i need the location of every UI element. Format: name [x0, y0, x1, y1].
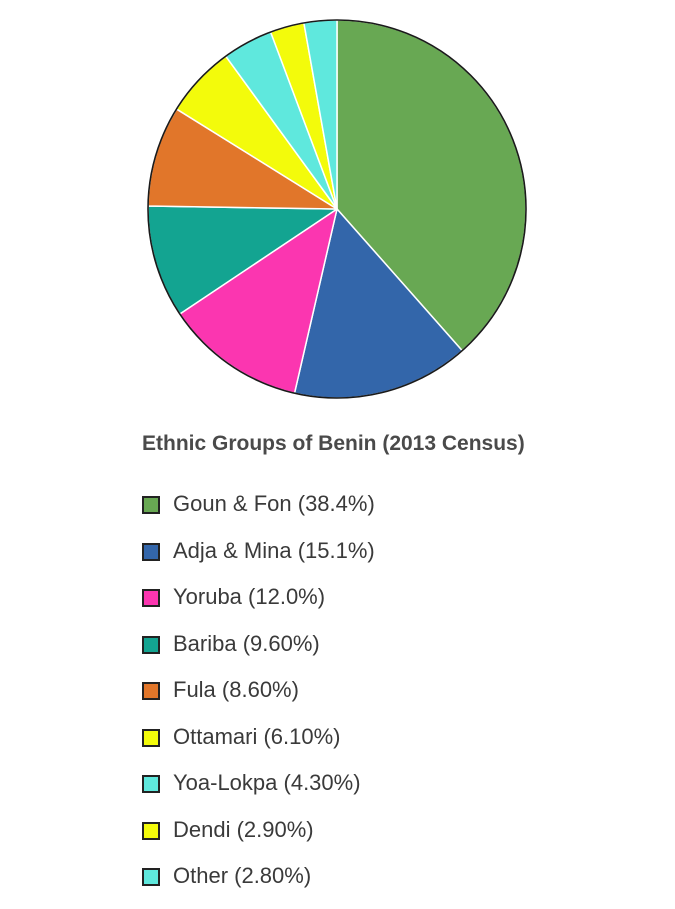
legend-label: Ottamari (6.10%) — [173, 723, 341, 749]
legend-item: Fula (8.60%) — [142, 676, 375, 723]
chart-title: Ethnic Groups of Benin (2013 Census) — [142, 432, 525, 455]
legend-label: Yoruba (12.0%) — [173, 584, 326, 609]
chart-legend: Goun & Fon (38.4%) Adja & Mina (15.1%) Yor… — [142, 490, 375, 909]
legend-swatch — [142, 496, 160, 514]
pie-outline — [147, 19, 527, 399]
legend-item: Yoruba (12.0%) — [142, 583, 375, 630]
legend-item: Goun & Fon (38.4%) — [142, 490, 375, 537]
legend-swatch — [142, 868, 160, 886]
legend-label: Adja & Mina (15.1%) — [173, 537, 375, 563]
legend-label: Goun & Fon (38.4%) — [173, 491, 375, 516]
legend-swatch — [142, 589, 160, 607]
pie-chart — [147, 19, 527, 399]
legend-label: Yoa-Lokpa (4.30%) — [173, 770, 361, 795]
legend-item: Other (2.80%) — [142, 862, 375, 909]
legend-swatch — [142, 542, 160, 561]
legend-label: Bariba (9.60%) — [173, 630, 320, 656]
legend-item: Dendi (2.90%) — [142, 816, 375, 863]
legend-label: Dendi (2.90%) — [173, 816, 314, 842]
legend-item: Ottamari (6.10%) — [142, 723, 375, 770]
legend-item: Adja & Mina (15.1%) — [142, 537, 375, 584]
legend-swatch — [142, 728, 160, 747]
legend-item: Yoa-Lokpa (4.30%) — [142, 769, 375, 816]
legend-item: Bariba (9.60%) — [142, 630, 375, 677]
legend-label: Other (2.80%) — [173, 863, 312, 888]
legend-swatch — [142, 682, 160, 700]
legend-swatch — [142, 775, 160, 793]
legend-label: Fula (8.60%) — [173, 677, 299, 702]
legend-swatch — [142, 821, 160, 840]
legend-swatch — [142, 635, 160, 654]
